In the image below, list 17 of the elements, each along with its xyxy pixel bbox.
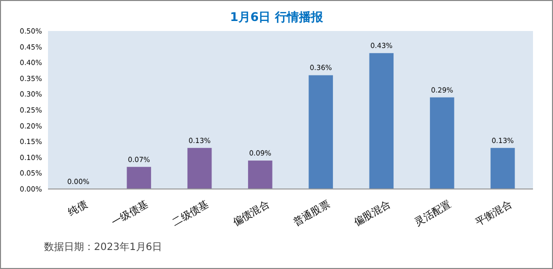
x-tick-label: 一级债基	[110, 198, 150, 229]
text: 数据日期：2023年1月6日	[44, 241, 162, 253]
x-tick-label: 偏债混合	[230, 198, 272, 229]
bar	[430, 97, 454, 189]
bar	[187, 148, 212, 189]
bar	[308, 75, 333, 189]
bar	[248, 160, 272, 189]
bar	[126, 166, 152, 189]
x-tick-label: 普通股票	[291, 198, 332, 229]
x-tick-label: 偏股混合	[352, 198, 393, 229]
bar	[369, 53, 394, 189]
bar	[490, 148, 515, 189]
x-tick-label: 平衡混合	[473, 198, 514, 229]
x-tick-label: 灵活配置	[412, 198, 454, 229]
x-tick-label: 二级债基	[170, 198, 211, 229]
chart-title: 1月6日 行情播报	[230, 10, 324, 24]
x-tick-label: 纯债	[66, 198, 90, 219]
